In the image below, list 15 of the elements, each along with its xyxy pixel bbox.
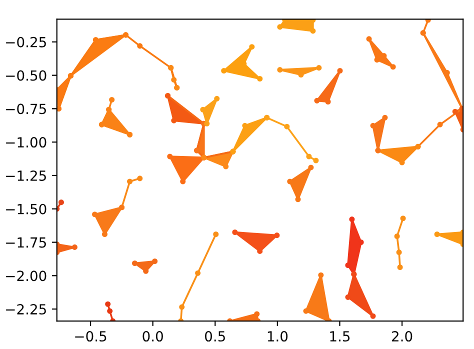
- x-tick-label: −0.5: [75, 331, 106, 342]
- x-tick-label: 2.0: [392, 331, 412, 342]
- y-tick-label: −0.50: [6, 70, 46, 81]
- y-tick-label: −1.75: [6, 237, 46, 248]
- y-tick-label: −1.50: [6, 204, 46, 214]
- y-tick-label: −2.25: [6, 304, 46, 315]
- y-tick-label: −1.25: [6, 170, 46, 181]
- y-tick-label: −0.25: [6, 36, 46, 48]
- y-tick-label: −0.75: [6, 104, 46, 114]
- y-tick-label: −2.00: [6, 270, 46, 282]
- x-tick-label: 1.0: [268, 331, 288, 342]
- y-tick-label: −1.00: [6, 137, 46, 148]
- x-tick-label: 0.5: [205, 331, 225, 342]
- x-tick-label: 1.5: [330, 331, 350, 342]
- x-tick-label: 0.0: [142, 331, 163, 342]
